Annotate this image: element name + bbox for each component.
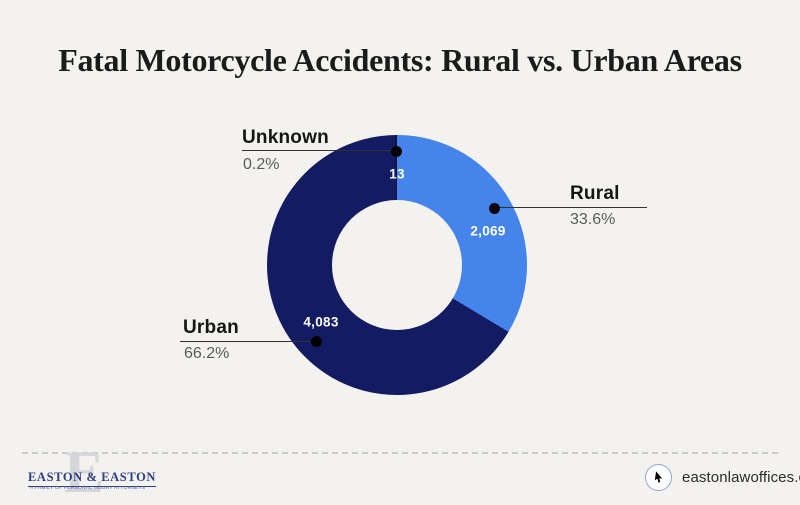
- leader-dot-rural: [489, 203, 500, 214]
- mouse-cursor-icon: [652, 470, 665, 484]
- cursor-circle: [645, 463, 672, 491]
- website-url: eastonlawoffices.com: [682, 468, 800, 486]
- callout-pct-rural: 33.6%: [570, 211, 616, 228]
- easton-logo: E EASTON & EASTON A FAMILY OF PERSONAL I…: [28, 442, 157, 504]
- callout-pct-unknown: 0.2%: [243, 156, 280, 173]
- callout-label-urban: Urban: [183, 317, 239, 338]
- callout-pct-urban: 66.2%: [184, 345, 230, 362]
- slice-value-unknown: 13: [389, 166, 405, 182]
- dashed-divider: [22, 452, 778, 454]
- website-link[interactable]: eastonlawoffices.com: [645, 463, 800, 491]
- leader-dot-unknown: [391, 146, 402, 157]
- page-title: Fatal Motorcycle Accidents: Rural vs. Ur…: [58, 42, 742, 78]
- leader-dot-urban: [311, 336, 322, 347]
- leader-line-urban: [180, 341, 317, 342]
- callout-label-rural: Rural: [570, 183, 620, 204]
- leader-line-rural: [494, 207, 647, 208]
- slice-value-rural: 2,069: [470, 223, 506, 239]
- logo-name: EASTON & EASTON: [28, 470, 157, 487]
- donut-hole: [332, 200, 462, 330]
- slice-value-urban: 4,083: [303, 314, 339, 330]
- leader-line-unknown: [242, 150, 397, 151]
- donut-chart: [267, 135, 527, 395]
- logo-tagline: A FAMILY OF PERSONAL INJURY ATTORNEYS: [30, 486, 146, 491]
- logo-watermark-letter: E: [64, 439, 105, 505]
- callout-label-unknown: Unknown: [242, 127, 329, 148]
